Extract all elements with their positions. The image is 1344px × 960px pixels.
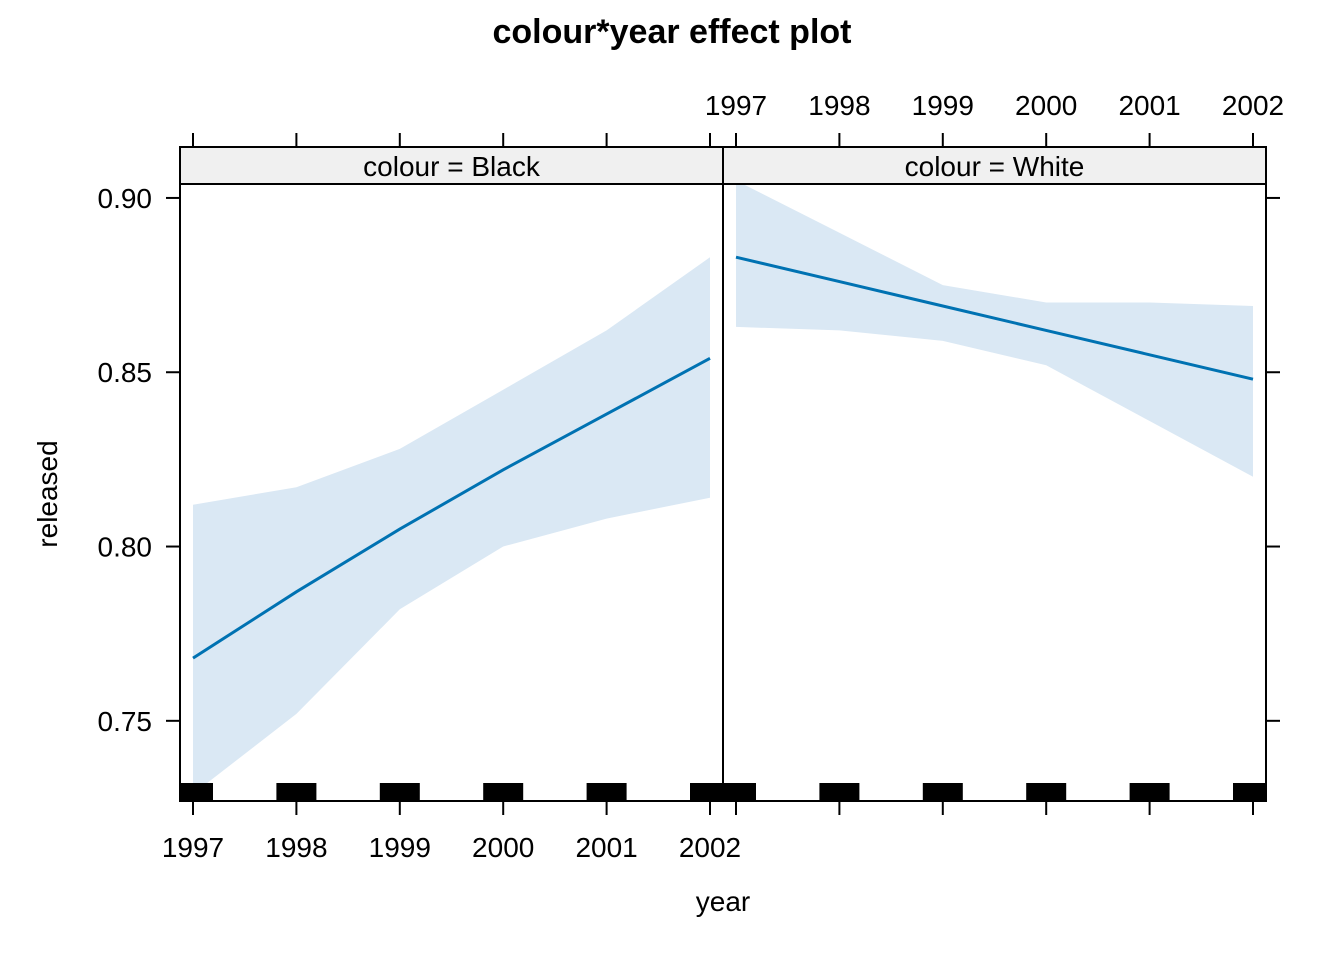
- rug-mark: [690, 783, 723, 801]
- panel-2: colour = White: [722, 146, 1267, 802]
- rug-mark: [1129, 783, 1170, 801]
- x-tick-label: 2001: [1118, 90, 1180, 121]
- x-tick-label: 2000: [1015, 90, 1077, 121]
- fit-line: [735, 255, 1254, 381]
- rug-mark: [180, 783, 213, 801]
- strip-label: colour = Black: [363, 151, 541, 182]
- rug-mark: [379, 783, 420, 801]
- fit-line: [192, 356, 711, 660]
- strip-label: colour = White: [905, 151, 1085, 182]
- x-tick-label: 2002: [1222, 90, 1284, 121]
- rug-mark: [483, 783, 524, 801]
- axes-layer: 1997 1997 1998 1998 1999 1999 2000 2000 2001 2001…: [98, 90, 1285, 863]
- chart-title: colour*year effect plot: [493, 13, 852, 51]
- y-tick-label: 0.90: [98, 183, 153, 214]
- confidence-band: [736, 184, 1253, 477]
- x-tick-label: 1999: [369, 832, 431, 863]
- x-tick-label: 2001: [575, 832, 637, 863]
- strip-background: [179, 146, 724, 185]
- x-tick-label: 1999: [912, 90, 974, 121]
- rug-mark: [586, 783, 627, 801]
- y-tick-label: 0.80: [98, 532, 153, 563]
- x-tick-label: 2002: [679, 832, 741, 863]
- rug-mark: [922, 783, 963, 801]
- rug-mark: [819, 783, 860, 801]
- rug-mark: [276, 783, 317, 801]
- rug-mark: [1233, 783, 1266, 801]
- panel-1: colour = Black: [179, 146, 724, 802]
- y-axis-label: released: [32, 440, 63, 547]
- panel-frame: [722, 183, 1267, 802]
- x-tick-label: 1998: [808, 90, 870, 121]
- rug-mark: [1026, 783, 1067, 801]
- y-tick-label: 0.75: [98, 706, 153, 737]
- panel-plot-area: [723, 184, 1266, 801]
- strip-background: [722, 146, 1267, 185]
- x-tick-label: 1997: [162, 832, 224, 863]
- x-tick-label: 2000: [472, 832, 534, 863]
- x-axis-label: year: [696, 886, 750, 917]
- panel-plot-area: [180, 257, 723, 801]
- x-tick-label: 1997: [705, 90, 767, 121]
- x-tick-label: 1998: [265, 832, 327, 863]
- confidence-band: [193, 257, 710, 794]
- y-tick-label: 0.85: [98, 357, 153, 388]
- panels-layer: colour = Black colour = White: [179, 146, 1267, 802]
- rug-mark: [723, 783, 756, 801]
